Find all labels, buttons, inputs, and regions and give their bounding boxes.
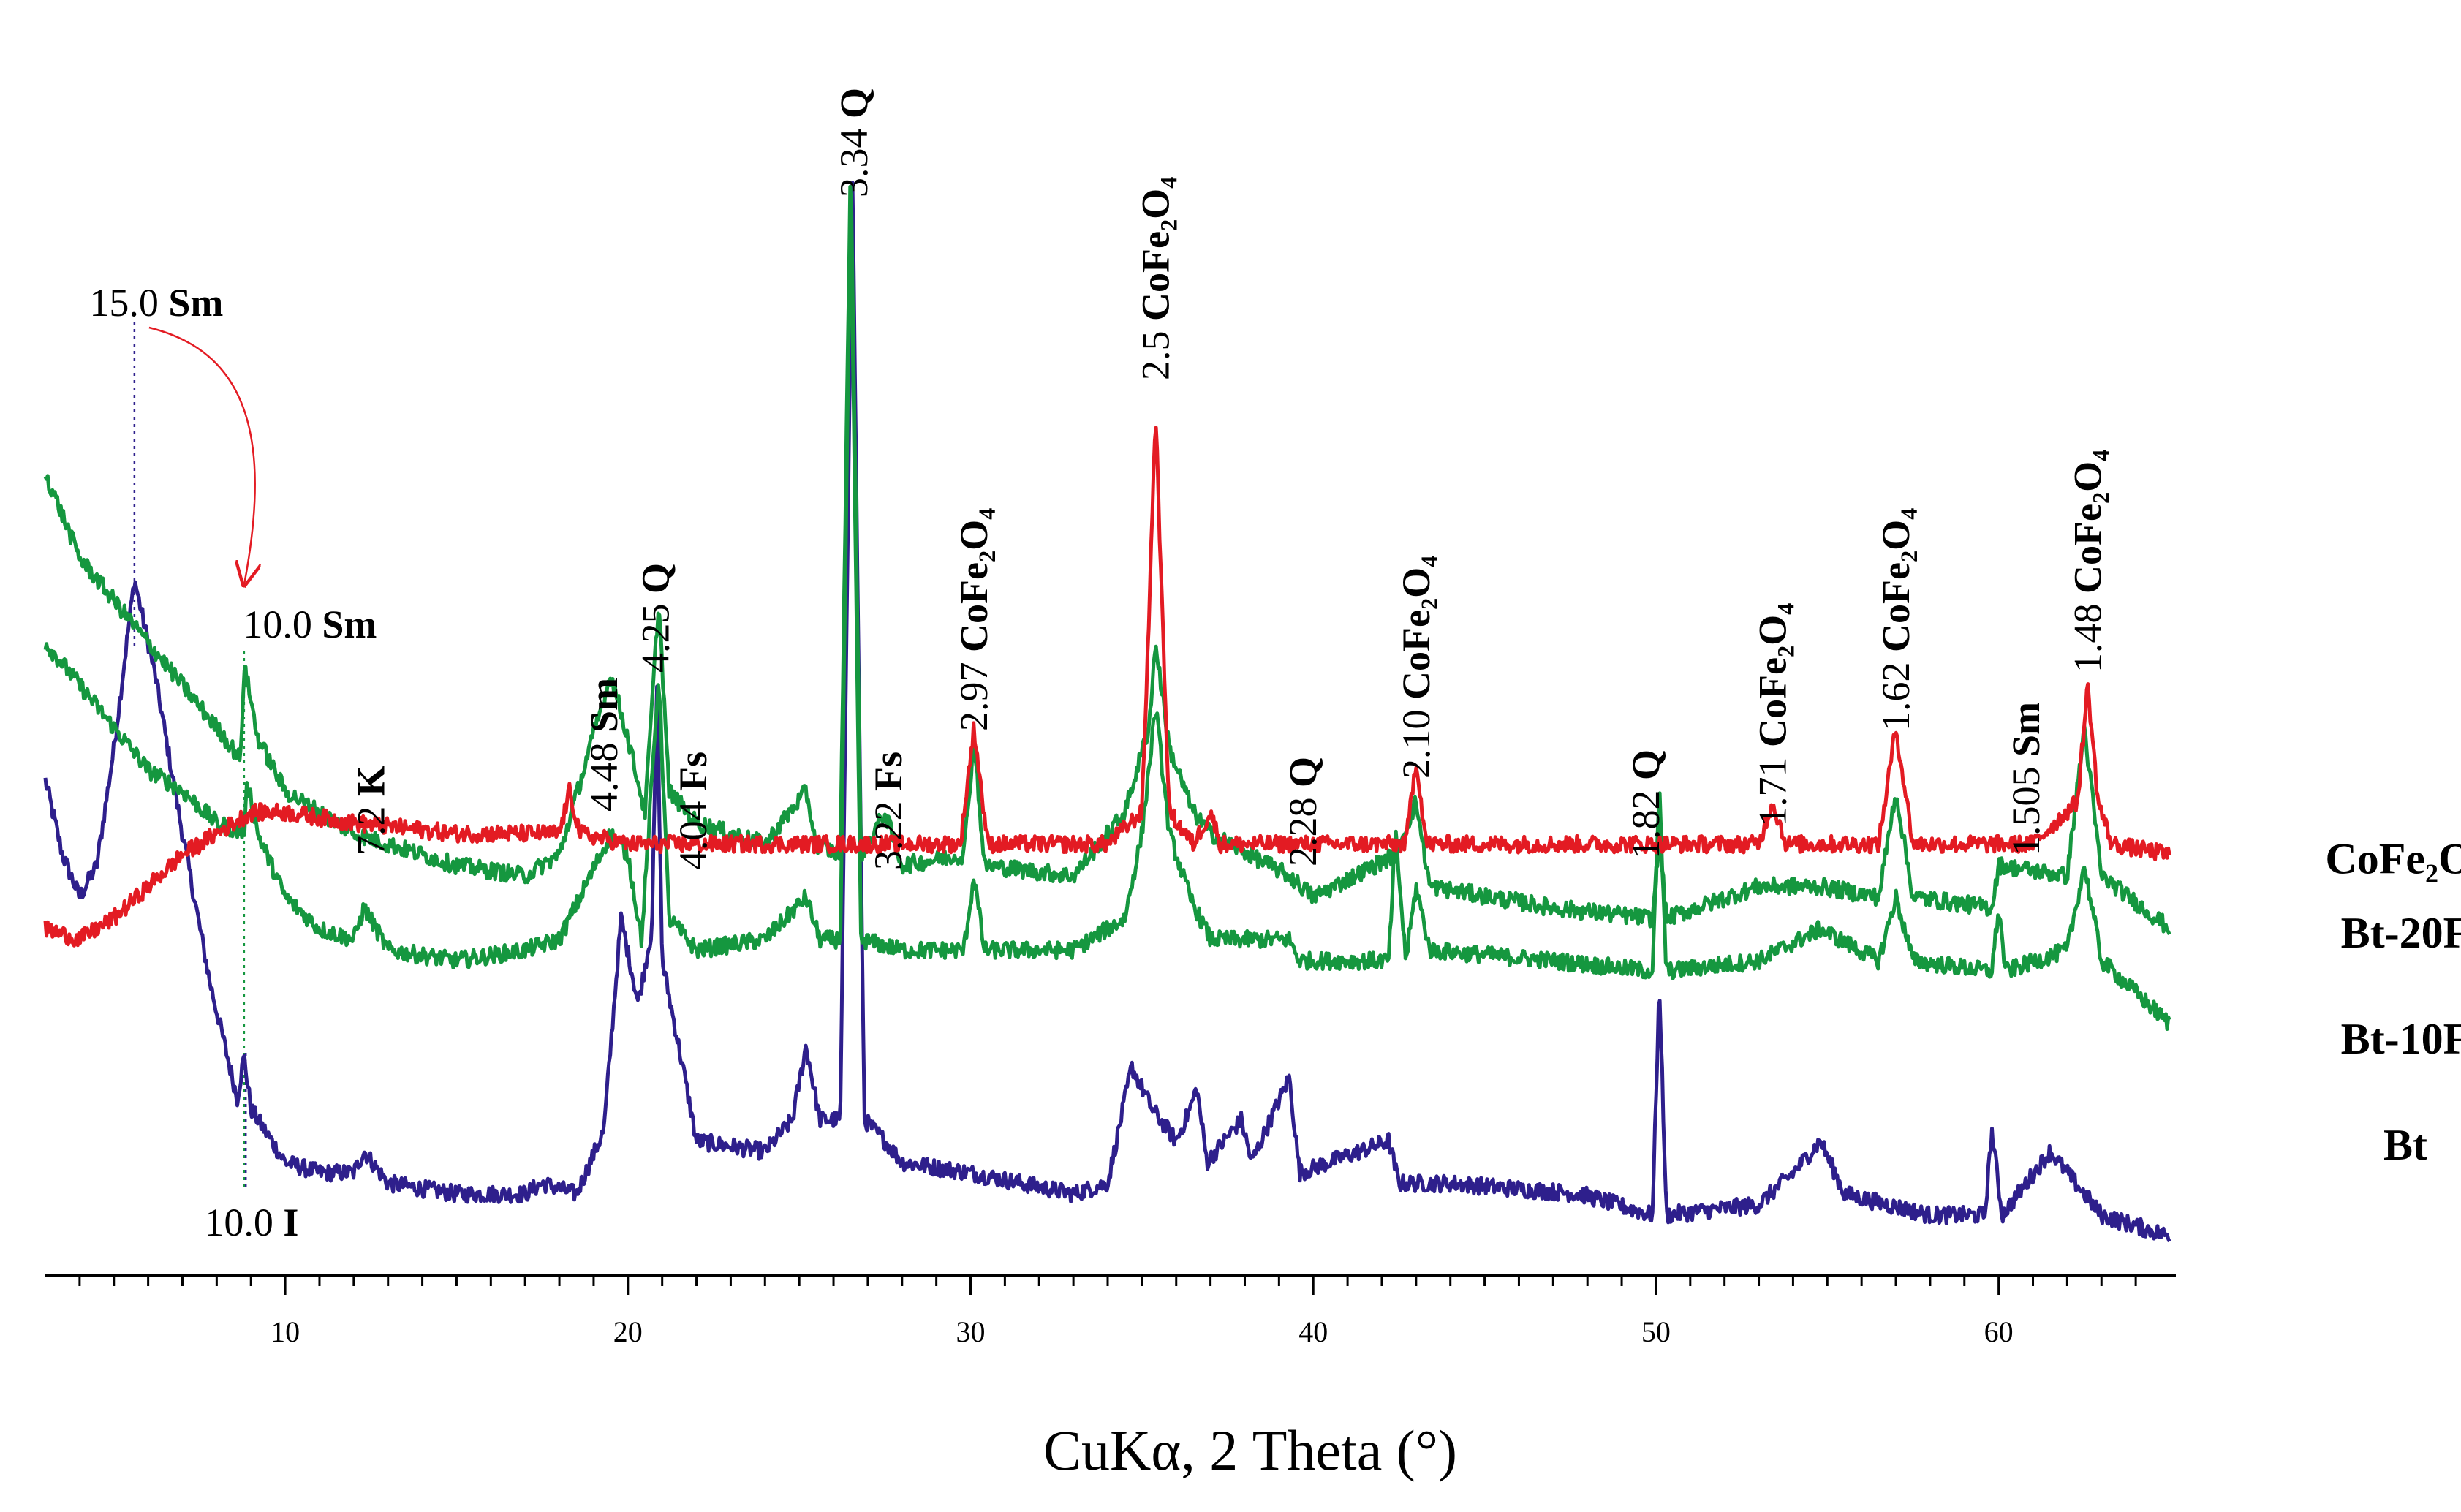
annotation-sm-1.505: 1.505 Sm <box>2004 702 2048 855</box>
annotation-q-4.25: 4.25 Q <box>633 563 677 673</box>
x-tick-label: 20 <box>613 1315 643 1348</box>
x-tick-label: 40 <box>1298 1315 1328 1348</box>
annotation-illite-10: 10.0 I <box>204 1201 298 1244</box>
annotation-sm-10: 10.0 Sm <box>243 602 377 646</box>
series-label-bt: Bt <box>2383 1121 2427 1169</box>
annotation-k-7.2: 7.2 K <box>349 766 393 855</box>
series-label-cofe2o4: CoFe₂O₄ <box>2325 835 2461 883</box>
x-tick-label: 50 <box>1641 1315 1671 1348</box>
annotation-cofe2o4-1.48: 1.48 CoFe₂O₄ <box>2066 450 2110 673</box>
series-lines <box>43 181 2171 1243</box>
x-axis-label: CuKα, 2 Theta (°) <box>1043 1418 1457 1482</box>
series-line-cofe2o4 <box>43 426 2171 948</box>
x-tick-label: 10 <box>271 1315 300 1348</box>
annotation-cofe2o4-2.97: 2.97 CoFe₂O₄ <box>952 508 996 731</box>
series-line-bt-10f <box>43 227 2171 1031</box>
annotation-fs-4.04: 4.04 Fs <box>671 752 715 870</box>
x-tick-label: 60 <box>1984 1315 2014 1348</box>
x-tick-label: 30 <box>956 1315 986 1348</box>
series-label-bt-20f: Bt-20F <box>2341 909 2461 957</box>
annotation-sm-4.48: 4.48 Sm <box>582 678 626 812</box>
annotation-q-3.34: 3.34 Q <box>832 88 876 197</box>
series-line-bt-20f <box>43 184 2171 936</box>
annotation-q-2.28: 2.28 Q <box>1281 757 1325 866</box>
x-axis: 10 20 30 40 50 60 <box>45 1274 2176 1348</box>
annotation-q-1.82: 1.82 Q <box>1624 749 1668 859</box>
swelling-arrow <box>148 326 255 585</box>
annotation-fs-3.22: 3.22 Fs <box>866 752 910 870</box>
annotation-cofe2o4-1.71: 1.71 CoFe₂O₄ <box>1750 603 1794 826</box>
series-label-bt-10f: Bt-10F <box>2341 1015 2461 1063</box>
series-line-bt <box>43 181 2171 1243</box>
annotations: Bt Bt-10F Bt-20F CoFe₂O₄ 15.0 Sm 10.0 Sm 10.0 … <box>89 88 2461 1244</box>
annotation-sm-15: 15.0 Sm <box>89 281 223 325</box>
annotation-cofe2o4-2.10: 2.10 CoFe₂O₄ <box>1394 556 1438 779</box>
annotation-cofe2o4-2.5: 2.5 CoFe₂O₄ <box>1134 177 1178 380</box>
annotation-cofe2o4-1.62: 1.62 CoFe₂O₄ <box>1874 508 1918 731</box>
